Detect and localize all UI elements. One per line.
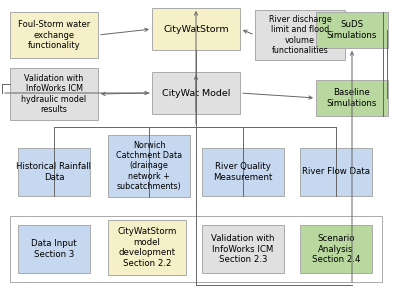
FancyBboxPatch shape xyxy=(108,135,190,197)
Text: Historical Rainfall
Data: Historical Rainfall Data xyxy=(16,162,92,182)
FancyBboxPatch shape xyxy=(202,225,284,273)
Text: Foul-Storm water
exchange
functionality: Foul-Storm water exchange functionality xyxy=(18,20,90,50)
FancyBboxPatch shape xyxy=(300,225,372,273)
FancyBboxPatch shape xyxy=(152,8,240,50)
Text: Validation with
InfoWorks ICM
Section 2.3: Validation with InfoWorks ICM Section 2.… xyxy=(211,234,275,264)
Text: CityWatStorm
model
development
Section 2.2: CityWatStorm model development Section 2… xyxy=(117,228,177,267)
FancyBboxPatch shape xyxy=(18,148,90,196)
FancyBboxPatch shape xyxy=(316,12,388,48)
Text: River Quality
Measurement: River Quality Measurement xyxy=(213,162,273,182)
FancyBboxPatch shape xyxy=(108,220,186,275)
FancyBboxPatch shape xyxy=(316,80,388,116)
Text: Validation with
InfoWorks ICM
hydraulic model
results: Validation with InfoWorks ICM hydraulic … xyxy=(22,74,86,114)
Text: Scenario
Analysis
Section 2.4: Scenario Analysis Section 2.4 xyxy=(312,234,360,264)
FancyBboxPatch shape xyxy=(18,225,90,273)
Text: River Flow Data: River Flow Data xyxy=(302,167,370,177)
Text: CityWat Model: CityWat Model xyxy=(162,88,230,98)
Text: Baseline
Simulations: Baseline Simulations xyxy=(327,88,377,108)
Text: CityWatStorm: CityWatStorm xyxy=(163,24,229,34)
FancyBboxPatch shape xyxy=(300,148,372,196)
Text: SuDS
Simulations: SuDS Simulations xyxy=(327,20,377,40)
FancyBboxPatch shape xyxy=(202,148,284,196)
Text: Data Input
Section 3: Data Input Section 3 xyxy=(31,239,77,259)
Text: River discharge
limit and flood
volume
functionalities: River discharge limit and flood volume f… xyxy=(269,15,331,55)
Text: Norwich
Catchment Data
(drainage
network +
subcatchments): Norwich Catchment Data (drainage network… xyxy=(116,141,182,191)
FancyBboxPatch shape xyxy=(255,10,345,60)
FancyBboxPatch shape xyxy=(10,12,98,58)
FancyBboxPatch shape xyxy=(152,72,240,114)
FancyBboxPatch shape xyxy=(10,68,98,120)
